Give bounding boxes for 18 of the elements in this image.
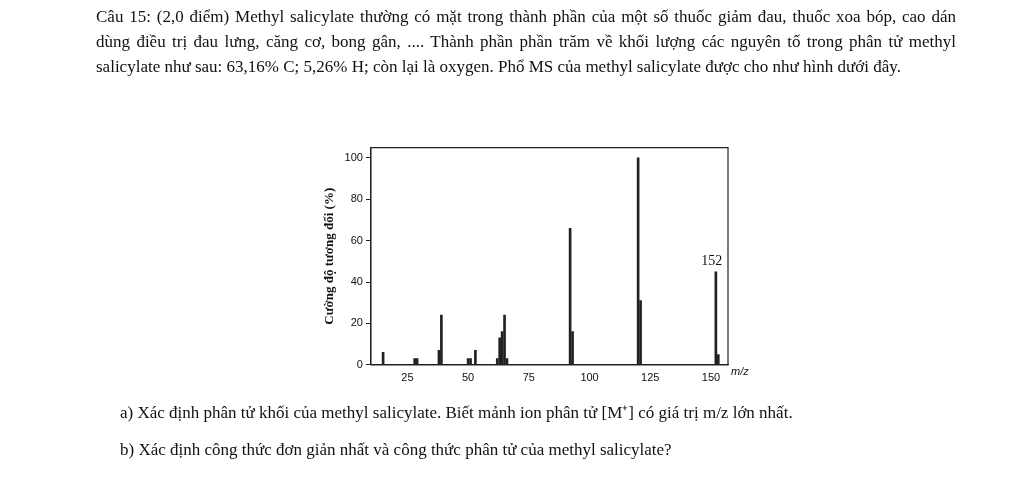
y-tick-label: 40 [350,275,363,288]
x-tick-label: 75 [522,371,535,384]
y-tick-label: 20 [350,316,363,329]
chart-title: Câu 15: (2,0 điểm) Methyl salicylate thường có mặt trong thành phần của một số thuốc giảm đau, thuốc xoa bóp, cao dán dùng điều trị đau lưng, căng cơ, bong gân, .... Thành phần phần trăm về khối lượng các nguyên tố trong phân tử methyl salicylate như sau: 63,16% C; 5,26% H; còn lại là oxygen. Phổ MS của methyl salicylate được cho như hình dưới đây. [96,6,956,78]
y-tick-label: 100 [344,150,363,163]
y-tick-label: 60 [350,233,363,246]
text: a) Xác định phân tử khối của methyl salicylate. Biết mảnh ion phân tử [M⁺] có giá trị m/z lớn nhất. [120,402,793,423]
y-tick-label: 80 [350,192,363,205]
x-tick-label: 25 [401,371,414,384]
x-tick-label: 50 [461,371,475,384]
y-tick-label: 0 [356,357,363,370]
x-axis-title: m/z [731,365,750,378]
annotation: 152 [701,253,723,269]
y-axis-title: Cường độ tương đối (%) [321,187,337,325]
x-tick-label: 125 [641,371,660,384]
text: b) Xác định công thức đơn giản nhất và công thức phân tử của methyl salicylate? [120,440,672,460]
x-tick-label: 150 [701,371,721,384]
x-tick-label: 100 [580,371,599,384]
